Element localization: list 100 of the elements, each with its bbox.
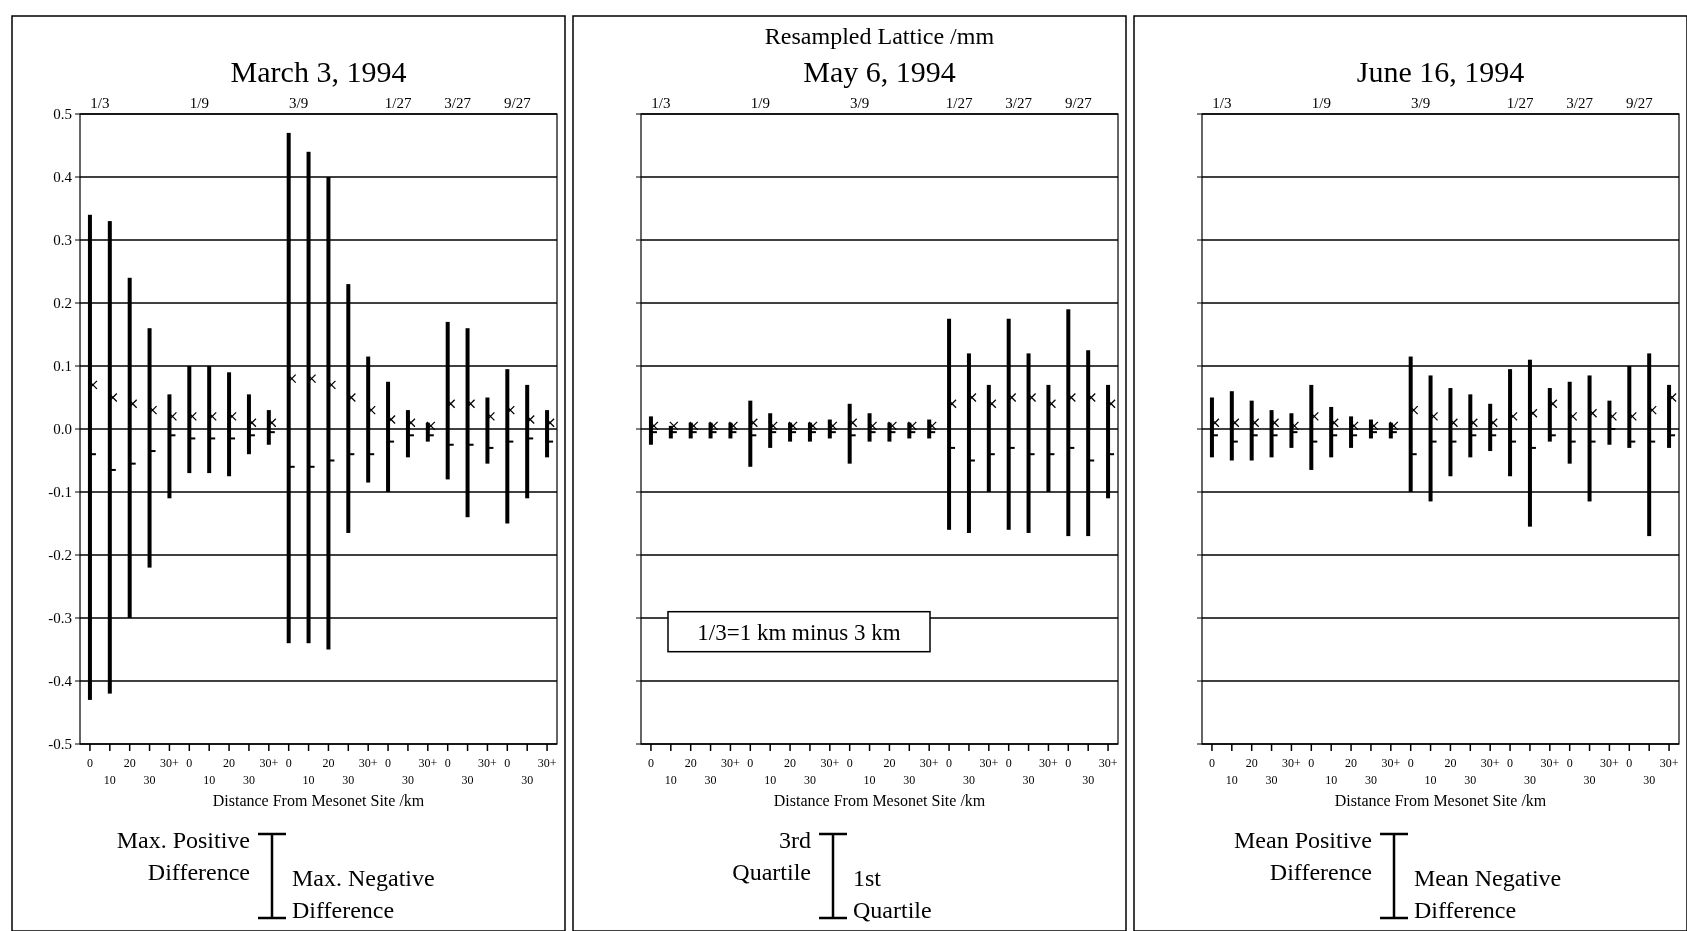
- x-tick-label: 30: [1583, 773, 1596, 787]
- x-tick-label: 0: [747, 756, 754, 770]
- x-tick-label: 30: [1464, 773, 1477, 787]
- x-tick-label: 0: [1065, 756, 1072, 770]
- x-tick-label: 30+: [820, 756, 840, 770]
- x-tick-label: 10: [764, 773, 777, 787]
- x-tick-label: 30: [401, 773, 414, 787]
- x-tick-label: 10: [664, 773, 677, 787]
- x-tick-label: 0: [1566, 756, 1573, 770]
- x-tick-label: 30: [461, 773, 474, 787]
- x-tick-label: 30+: [1600, 756, 1620, 770]
- x-tick-label: 0: [504, 756, 511, 770]
- y-tick-label: 0.3: [53, 232, 72, 248]
- chart-title: March 3, 1994: [230, 55, 407, 88]
- x-tick-label: 0: [1005, 756, 1012, 770]
- x-tick-label: 20: [322, 756, 335, 770]
- text: 1/27: [945, 95, 973, 111]
- x-tick-label: 0: [1507, 756, 1514, 770]
- text: 3/27: [1566, 95, 1594, 111]
- point: [689, 421, 699, 431]
- x-tick-label: 30: [803, 773, 816, 787]
- chart-subtitle: May 6, 1994: [803, 55, 956, 88]
- text: 1st Quartile: [853, 865, 932, 923]
- x-tick-label: 30: [1523, 773, 1536, 787]
- x-tick-label: 0: [1626, 756, 1633, 770]
- x-tick-label: 0: [846, 756, 853, 770]
- x-tick-label: 0: [1407, 756, 1414, 770]
- x-tick-label: 30: [1022, 773, 1035, 787]
- point: [728, 421, 739, 431]
- text: 1/9: [189, 95, 209, 111]
- x-tick-label: 20: [1345, 756, 1358, 770]
- point: [907, 421, 917, 431]
- point: [887, 421, 898, 431]
- chart-title: Resampled Lattice /mm: [764, 23, 995, 49]
- x-tick-label: 30+: [358, 756, 378, 770]
- point: [808, 421, 818, 431]
- y-tick-label: -0.4: [48, 673, 73, 689]
- x-tick-label: 20: [684, 756, 697, 770]
- x-tick-label: 30: [1643, 773, 1656, 787]
- x-tick-label: 30: [1265, 773, 1278, 787]
- text: 9/27: [503, 95, 532, 111]
- y-tick-label: -0.2: [48, 547, 72, 563]
- y-tick-label: 0.0: [53, 421, 72, 437]
- annotation: 1/3=1 km minus 3 km: [697, 619, 901, 645]
- x-tick-label: 30: [1082, 773, 1095, 787]
- x-tick-label: 0: [444, 756, 451, 770]
- x-axis-title: Distance From Mesonet Site /km: [1334, 792, 1547, 809]
- x-tick-label: 30+: [1282, 756, 1302, 770]
- text: 3/9: [1411, 95, 1431, 111]
- x-tick-label: 10: [203, 773, 216, 787]
- x-tick-label: 10: [1225, 773, 1238, 787]
- text: 1/3: [90, 95, 110, 111]
- y-tick-label: -0.5: [48, 736, 72, 752]
- x-tick-label: 30+: [721, 756, 741, 770]
- y-tick-label: -0.3: [48, 610, 72, 626]
- x-tick-label: 20: [883, 756, 896, 770]
- x-tick-label: 30: [903, 773, 916, 787]
- x-tick-label: 10: [103, 773, 116, 787]
- text: 9/27: [1064, 95, 1093, 111]
- point: [788, 421, 798, 431]
- text: Max. Negative Difference: [292, 865, 435, 923]
- x-tick-label: 20: [784, 756, 797, 770]
- x-tick-label: 30+: [1480, 756, 1500, 770]
- x-tick-label: 10: [1424, 773, 1437, 787]
- text: Mean Positive Difference: [1234, 827, 1372, 885]
- x-tick-label: 0: [86, 756, 93, 770]
- x-tick-label: 30: [521, 773, 534, 787]
- text: 9/27: [1625, 95, 1654, 111]
- x-tick-label: 20: [1245, 756, 1258, 770]
- x-tick-label: 0: [1308, 756, 1315, 770]
- text: Max. Positive Difference: [116, 827, 250, 885]
- x-tick-label: 30: [342, 773, 355, 787]
- x-tick-label: 30: [704, 773, 717, 787]
- x-tick-label: 30+: [160, 756, 180, 770]
- x-tick-label: 0: [186, 756, 193, 770]
- x-tick-label: 30+: [478, 756, 498, 770]
- x-tick-label: 30+: [979, 756, 999, 770]
- x-tick-label: 30+: [537, 756, 557, 770]
- x-tick-label: 20: [1444, 756, 1457, 770]
- y-tick-label: 0.5: [53, 106, 72, 122]
- x-tick-label: 0: [946, 756, 953, 770]
- y-tick-label: 0.2: [53, 295, 72, 311]
- x-tick-label: 30+: [1098, 756, 1118, 770]
- text: 1/9: [750, 95, 770, 111]
- x-tick-label: 30+: [1540, 756, 1560, 770]
- point: [1389, 421, 1399, 431]
- text: 1/3: [651, 95, 671, 111]
- x-tick-label: 30+: [1659, 756, 1679, 770]
- point: [708, 421, 719, 431]
- text: 3/27: [444, 95, 472, 111]
- x-axis-title: Distance From Mesonet Site /km: [773, 792, 986, 809]
- point: [426, 421, 436, 431]
- x-tick-label: 0: [285, 756, 292, 770]
- text: 3/9: [289, 95, 309, 111]
- x-tick-label: 30+: [259, 756, 279, 770]
- x-tick-label: 30+: [919, 756, 939, 770]
- x-tick-label: 10: [302, 773, 315, 787]
- text: 1/27: [384, 95, 412, 111]
- text: Mean Negative Difference: [1414, 865, 1562, 923]
- text: 3rd Quartile: [732, 827, 811, 885]
